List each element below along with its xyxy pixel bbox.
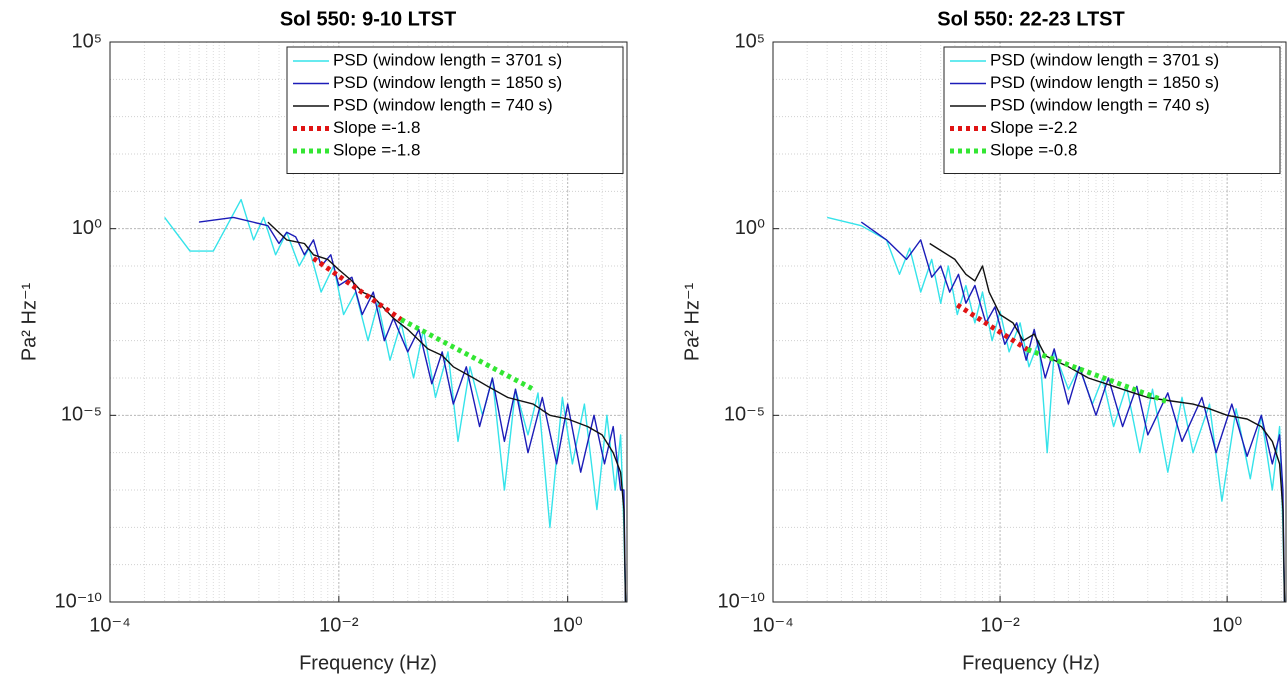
- axes-frame: [772, 41, 1287, 603]
- y-axis-label: Pa² Hz⁻¹: [681, 282, 703, 361]
- x-axis-label: Frequency (Hz): [962, 652, 1100, 674]
- series-line: [955, 302, 1029, 352]
- legend-box: [943, 46, 1281, 174]
- legend-box: [286, 46, 624, 174]
- x-tick-label: 10⁻²: [319, 614, 359, 636]
- x-tick-label: 10⁻⁴: [752, 614, 793, 636]
- series-line: [198, 216, 627, 602]
- series-line: [827, 216, 1286, 602]
- axes-frame: [109, 41, 628, 603]
- legend-label: PSD (window length = 740 s): [333, 95, 553, 114]
- legend-label: PSD (window length = 1850 s): [333, 73, 562, 92]
- series-line: [164, 198, 627, 602]
- legend-label: Slope =-1.8: [333, 140, 420, 159]
- chart-panel: 10⁻⁴ 10⁻² 10⁰ 10⁻¹⁰ 10⁻⁵ 10⁰ 10⁵ Sol 550: 22-23…: [681, 8, 1287, 674]
- y-tick-label: 10⁵: [71, 30, 102, 52]
- legend-label: Slope =-1.8: [333, 118, 420, 137]
- y-tick-label: 10⁰: [735, 217, 765, 239]
- y-axis-label: Pa² Hz⁻¹: [18, 282, 40, 361]
- chart-panel: 10⁻⁴ 10⁻² 10⁰ 10⁻¹⁰ 10⁻⁵ 10⁰ 10⁵ Sol 550: 9-10 …: [18, 8, 628, 674]
- legend-label: PSD (window length = 3701 s): [333, 50, 562, 69]
- series-line: [267, 221, 627, 602]
- legend-label: Slope =-2.2: [990, 118, 1077, 137]
- legend-label: PSD (window length = 3701 s): [990, 50, 1219, 69]
- y-tick-label: 10⁻¹⁰: [55, 590, 102, 612]
- series-line: [860, 221, 1286, 602]
- legend-label: Slope =-0.8: [990, 140, 1077, 159]
- y-tick-label: 10⁵: [734, 30, 765, 52]
- x-tick-label: 10⁰: [553, 614, 583, 636]
- chart-title: Sol 550: 22-23 LTST: [937, 8, 1124, 30]
- series-line: [929, 242, 1286, 602]
- series-line: [312, 256, 403, 322]
- legend-label: PSD (window length = 1850 s): [990, 73, 1219, 92]
- x-tick-label: 10⁻²: [980, 614, 1020, 636]
- chart-title: Sol 550: 9-10 LTST: [280, 8, 456, 30]
- x-tick-label: 10⁻⁴: [89, 614, 130, 636]
- x-axis-label: Frequency (Hz): [299, 652, 437, 674]
- y-tick-label: 10⁰: [72, 217, 102, 239]
- y-tick-label: 10⁻¹⁰: [718, 590, 765, 612]
- legend-label: PSD (window length = 740 s): [990, 95, 1210, 114]
- x-tick-label: 10⁰: [1212, 614, 1242, 636]
- series-line: [1026, 347, 1171, 405]
- series-line: [399, 317, 535, 392]
- y-tick-label: 10⁻⁵: [61, 404, 102, 426]
- y-tick-label: 10⁻⁵: [724, 404, 765, 426]
